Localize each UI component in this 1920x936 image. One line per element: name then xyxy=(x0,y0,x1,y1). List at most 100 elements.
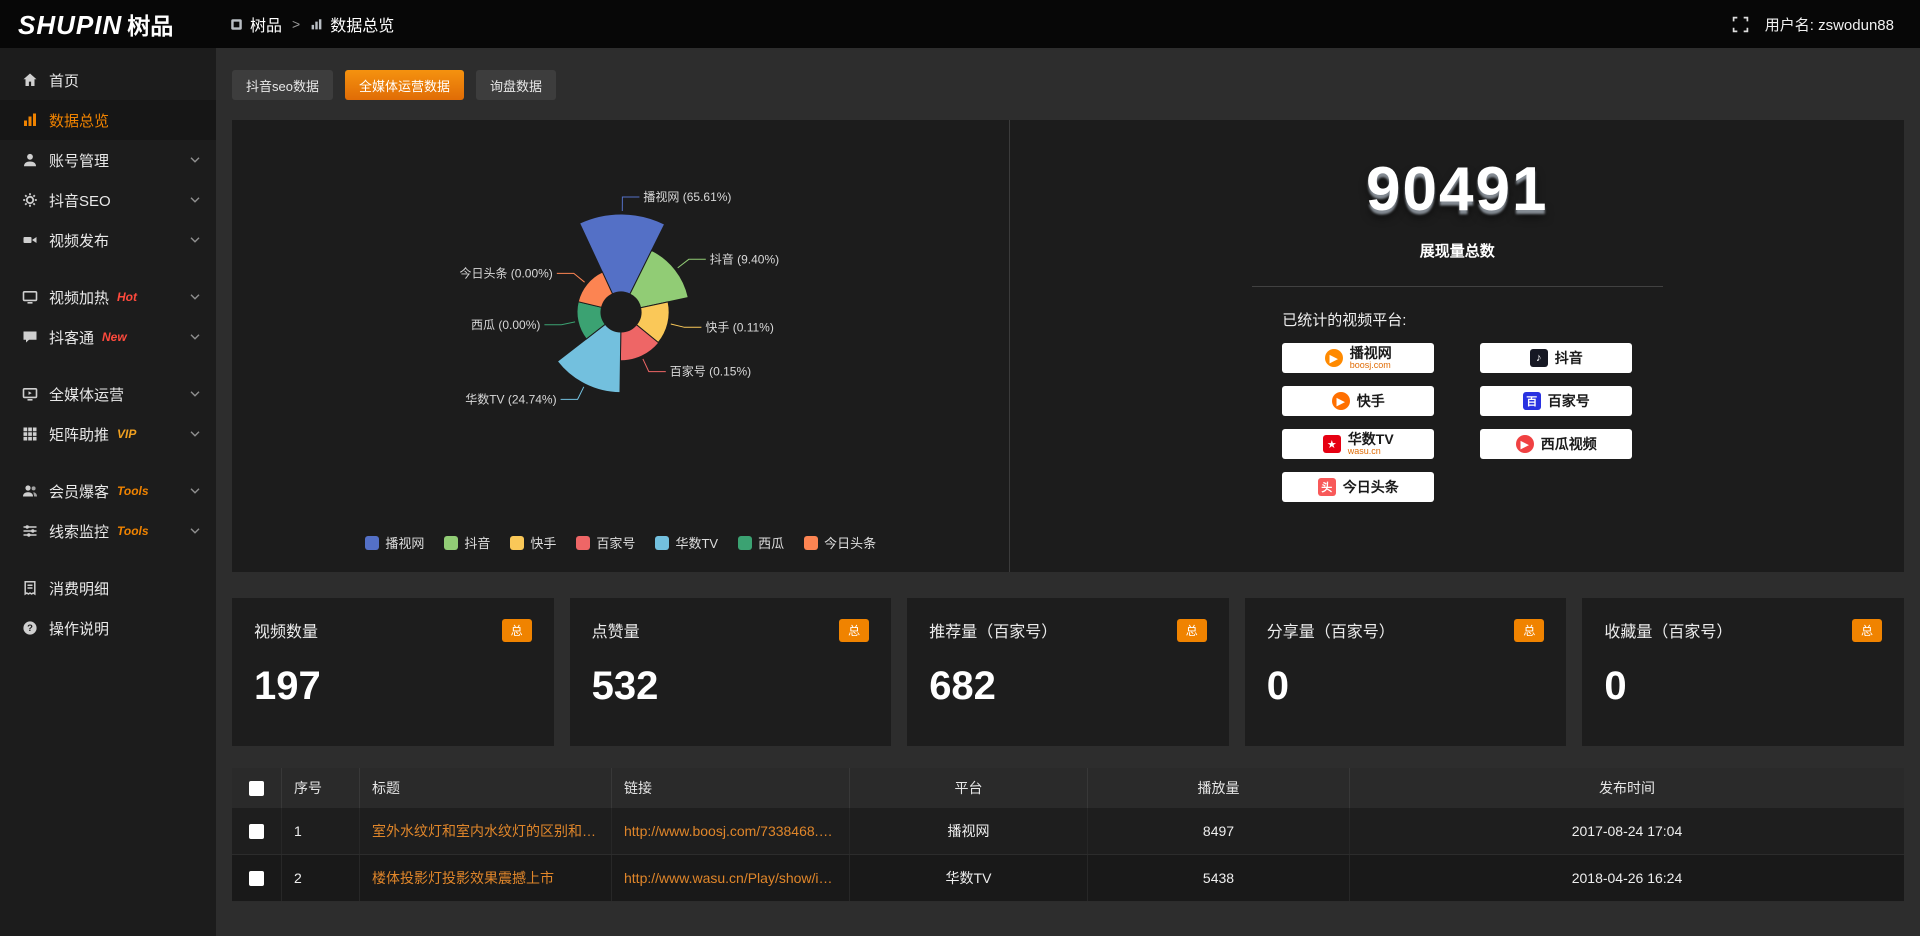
row-plays: 5438 xyxy=(1088,855,1350,901)
sidebar-item-consumption-detail[interactable]: 消费明细 xyxy=(0,568,216,608)
legend-swatch xyxy=(510,535,525,550)
sidebar-item-douyin-seo[interactable]: 抖音SEO xyxy=(0,180,216,220)
pie-slice[interactable] xyxy=(628,249,689,309)
video-title-link[interactable]: 楼体投影灯投影效果震撼上市 xyxy=(360,855,612,901)
legend-label: 今日头条 xyxy=(824,536,877,551)
stat-card-value: 197 xyxy=(254,664,321,708)
shupin-app-icon xyxy=(230,18,243,31)
row-checkbox-cell[interactable] xyxy=(232,855,282,901)
sidebar-item-member-burst[interactable]: 会员爆客 Tools xyxy=(0,471,216,511)
table-header-cell[interactable]: 播放量 xyxy=(1088,768,1350,808)
total-badge[interactable]: 总 xyxy=(1514,618,1545,642)
platform-badge: ▶ 播视网 boosj.com xyxy=(1282,343,1435,373)
sidebar-item-label: 抖客通 xyxy=(49,329,95,347)
sidebar-item-label: 数据总览 xyxy=(49,112,110,130)
platform-logo-icon: ▶ xyxy=(1324,349,1343,367)
question-icon: ? xyxy=(22,620,38,636)
stat-card-favorites: 收藏量（百家号） 总 0 xyxy=(1582,598,1904,746)
total-badge[interactable]: 总 xyxy=(839,618,870,642)
table-header-cell[interactable]: 发布时间 xyxy=(1599,780,1655,796)
legend-label: 西瓜 xyxy=(758,536,785,551)
platform-badge: 百百家号 xyxy=(1480,386,1633,416)
data-table: 序号 标题 链接 平台 播放量 发布时间 1 室外水纹灯和室内水纹灯的区别和简介 http:/… xyxy=(232,768,1904,902)
row-checkbox-cell[interactable] xyxy=(232,808,282,854)
video-url-link[interactable]: http://www.boosj.com/7338468.html xyxy=(612,808,850,854)
table-header-cell[interactable]: 平台 xyxy=(850,768,1088,808)
chat-icon xyxy=(22,329,38,345)
breadcrumb-root[interactable]: 树品 xyxy=(250,18,283,35)
stat-card-video-count: 视频数量 总 197 xyxy=(232,598,554,746)
legend-item[interactable]: 今日头条 xyxy=(804,533,876,552)
legend-label: 播视网 xyxy=(385,536,425,551)
sidebar-item-video-heating[interactable]: 视频加热 Hot xyxy=(0,277,216,317)
legend-swatch xyxy=(655,535,670,550)
tab-douyin-seo-data[interactable]: 抖音seo数据 xyxy=(232,70,333,100)
checkbox[interactable] xyxy=(249,780,264,796)
total-badge[interactable]: 总 xyxy=(1176,618,1207,642)
sidebar-item-label: 矩阵助推 xyxy=(49,426,110,444)
sidebar-item-video-publish[interactable]: 视频发布 xyxy=(0,220,216,260)
table-header-cell[interactable]: 序号 xyxy=(282,768,360,808)
legend-swatch xyxy=(738,535,753,550)
video-title-link[interactable]: 室外水纹灯和室内水纹灯的区别和简介 xyxy=(360,808,612,854)
chart-panel: 播视网 (65.61%) 抖音 (9.40%) 快手 (0.11%) 百家号 (0.1… xyxy=(232,120,1904,572)
chevron-down-icon xyxy=(190,294,200,300)
platform-logo-icon: ▶ xyxy=(1331,392,1350,410)
sidebar-item-data-overview[interactable]: 数据总览 xyxy=(0,100,216,140)
table-header-cell[interactable]: 标题 xyxy=(360,768,612,808)
legend-label: 快手 xyxy=(530,536,557,551)
legend-item[interactable]: 西瓜 xyxy=(738,533,784,552)
platform-name: 西瓜视频 xyxy=(1540,436,1597,452)
topbar: SHUPIN 树品 树品 > 数据总览 用户名: zswodun88 xyxy=(0,0,1920,48)
legend-item[interactable]: 播视网 xyxy=(365,533,424,552)
table-header-cell[interactable]: 链接 xyxy=(612,768,850,808)
legend-item[interactable]: 快手 xyxy=(510,533,556,552)
stat-card-value: 0 xyxy=(1266,664,1290,708)
platform-badge: ▶ 西瓜视频 xyxy=(1480,429,1633,459)
pie-slice[interactable] xyxy=(556,323,622,394)
legend-label: 抖音 xyxy=(464,536,491,551)
video-url-link[interactable]: http://www.wasu.cn/Play/show/id/952... xyxy=(612,855,850,901)
sidebar-item-matrix-boost[interactable]: 矩阵助推 VIP xyxy=(0,414,216,454)
total-badge[interactable]: 总 xyxy=(1851,618,1882,642)
checkbox[interactable] xyxy=(249,870,264,886)
stat-card-title: 收藏量（百家号） xyxy=(1604,624,1733,641)
platforms-block: 已统计的视频平台: ▶ 播视网 boosj.com ♪ 抖音 ▶ 快手 百百家号 ★ 华数TV wa… xyxy=(1282,309,1633,502)
sidebar-item-lead-monitor[interactable]: 线索监控 Tools xyxy=(0,511,216,551)
table-header: 序号 标题 链接 平台 播放量 发布时间 xyxy=(232,768,1904,808)
pie-label: 快手 (0.11%) xyxy=(705,320,773,334)
row-index: 2 xyxy=(282,855,360,901)
total-badge[interactable]: 总 xyxy=(501,618,532,642)
checkbox[interactable] xyxy=(249,823,264,839)
platform-grid: ▶ 播视网 boosj.com ♪ 抖音 ▶ 快手 百百家号 ★ 华数TV wasu.cn ▶ 西瓜视频… xyxy=(1282,343,1633,502)
chart-legend: 播视网 抖音 快手 百家号 华数TV 西瓜 今日头条 xyxy=(365,533,876,552)
sidebar-menu: 首页 数据总览 账号管理 抖音SEO 视频发布 视频加热 Hot 抖客通 New 全媒体运营 矩阵助… xyxy=(0,48,216,648)
platform-badge: ▶ 快手 xyxy=(1282,386,1435,416)
sidebar-item-label: 消费明细 xyxy=(49,580,110,598)
row-time: 2017-08-24 17:04 xyxy=(1571,823,1683,839)
sidebar-item-account-management[interactable]: 账号管理 xyxy=(0,140,216,180)
legend-item[interactable]: 百家号 xyxy=(576,533,635,552)
stat-card-title: 点赞量 xyxy=(591,624,640,641)
sidebar-item-douketong[interactable]: 抖客通 New xyxy=(0,317,216,357)
pie-label: 今日头条 (0.00%) xyxy=(459,265,552,280)
sidebar-item-label: 视频发布 xyxy=(49,232,110,250)
home-icon xyxy=(22,72,38,88)
pie-slice[interactable] xyxy=(578,213,666,295)
legend-item[interactable]: 抖音 xyxy=(444,533,490,552)
tab-media-operation-data[interactable]: 全媒体运营数据 xyxy=(344,70,464,100)
platform-badge: 头今日头条 xyxy=(1282,472,1435,502)
pie-slice[interactable] xyxy=(577,271,613,308)
chevron-down-icon xyxy=(190,528,200,534)
screen-icon xyxy=(22,386,38,402)
legend-label: 华数TV xyxy=(675,536,719,551)
sidebar-item-media-operation[interactable]: 全媒体运营 xyxy=(0,374,216,414)
overview-mini-icon xyxy=(310,18,323,31)
sidebar-item-instructions[interactable]: ? 操作说明 xyxy=(0,608,216,648)
legend-item[interactable]: 华数TV xyxy=(655,533,718,552)
fullscreen-icon[interactable] xyxy=(1732,16,1749,33)
sidebar-item-home[interactable]: 首页 xyxy=(0,60,216,100)
total-impressions-value: 90491 xyxy=(1366,155,1549,224)
tab-inquiry-data[interactable]: 询盘数据 xyxy=(475,70,556,100)
select-all-checkbox[interactable] xyxy=(232,768,282,808)
